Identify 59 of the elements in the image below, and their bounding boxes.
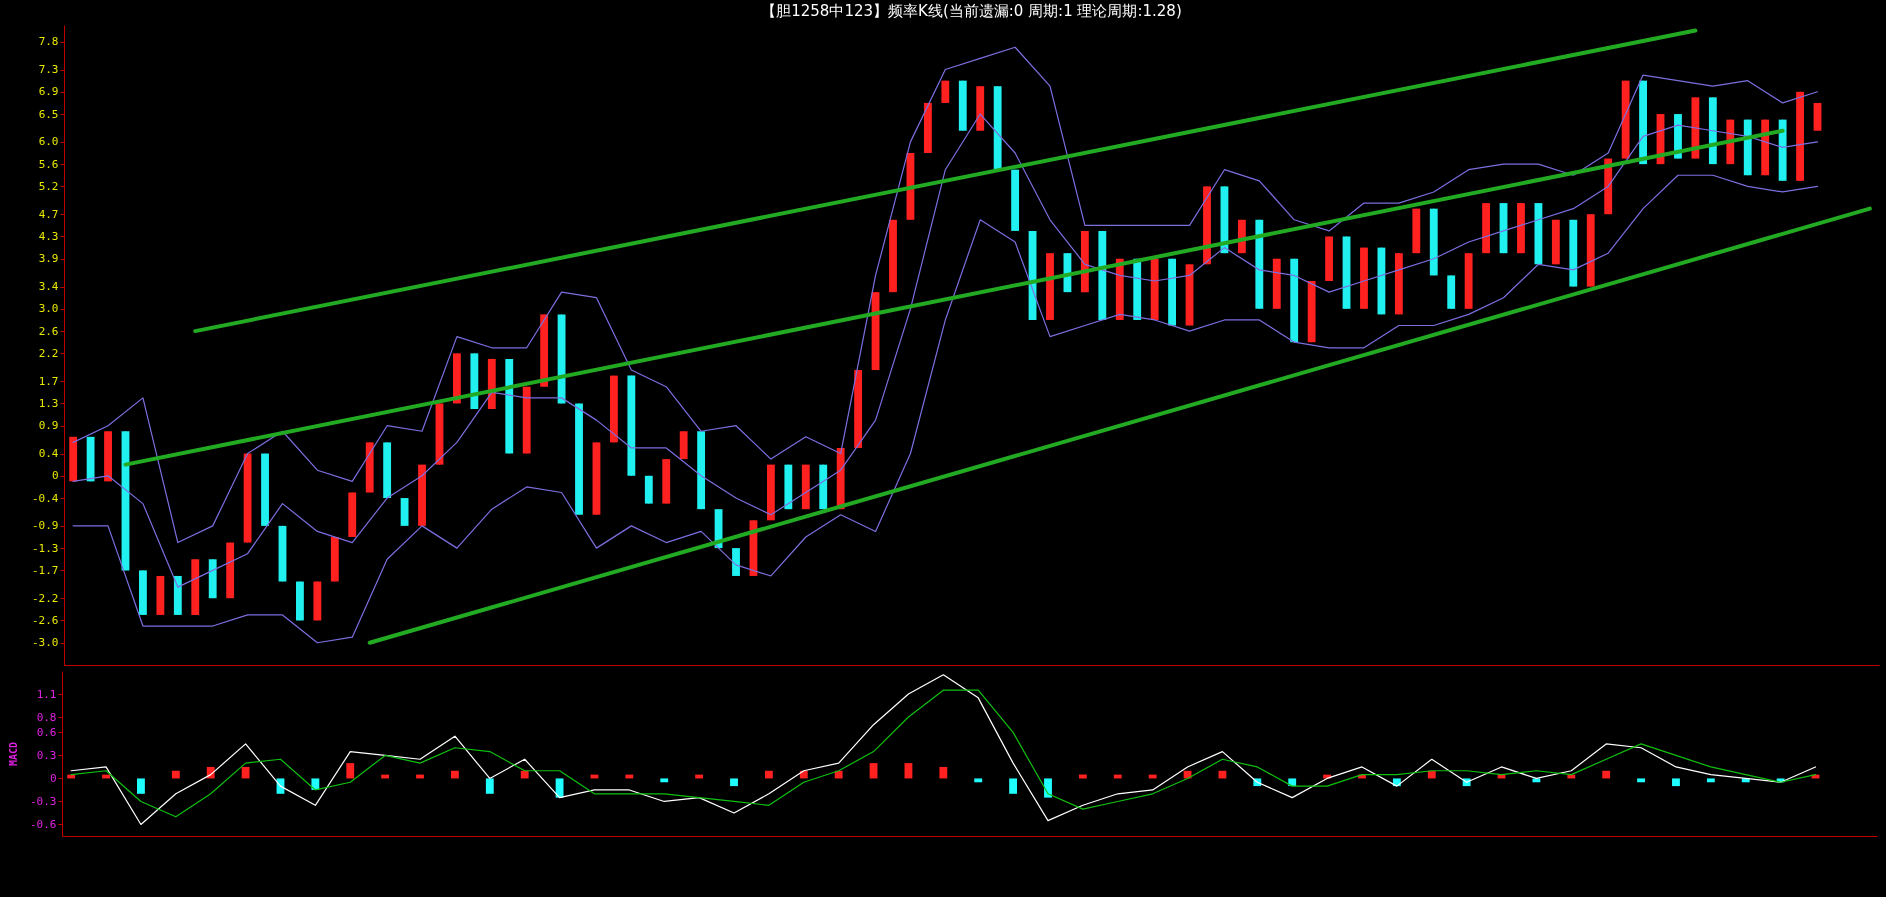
bar	[346, 763, 355, 779]
bar	[1602, 770, 1611, 779]
line-series	[70, 689, 1817, 818]
y-tick-label: 0	[49, 771, 57, 785]
y-tick-label: 6.0	[38, 135, 59, 149]
y-tick-label: -1.3	[32, 541, 59, 555]
bar	[1706, 778, 1715, 783]
y-tick-label: 1.3	[38, 396, 59, 410]
y-tick-label: 1.1	[36, 687, 57, 701]
bar	[939, 766, 948, 779]
bar	[974, 778, 983, 783]
y-tick-label: 6.5	[38, 107, 59, 121]
y-tick-label: 3.0	[38, 302, 59, 316]
chart-title: 【胆1258中123】频率K线(当前遗漏:0 周期:1 理论周期:1.28)	[761, 2, 1182, 20]
y-tick-label: 4.7	[38, 207, 59, 221]
y-tick-label: -0.3	[30, 794, 57, 808]
line-series	[72, 46, 1819, 544]
y-tick-label: -2.6	[32, 613, 59, 627]
y-tick-label: 6.9	[38, 85, 59, 99]
y-tick-label: 0.3	[36, 748, 57, 762]
y-tick-label: -3.0	[32, 636, 59, 650]
bar	[555, 778, 564, 798]
y-tick-label: -1.7	[32, 563, 59, 577]
y-tick-label: 2.2	[38, 346, 59, 360]
y-tick-label: -2.2	[32, 591, 59, 605]
bar	[137, 778, 145, 794]
y-tick-label: 2.6	[38, 324, 59, 338]
y-tick-label: 7.3	[38, 63, 59, 77]
bar	[241, 766, 250, 779]
bar	[1044, 778, 1052, 798]
bar	[660, 778, 669, 783]
y-axis-title: MACD	[7, 741, 19, 767]
y-tick-label: -0.6	[30, 817, 57, 831]
y-tick-label: 5.2	[38, 179, 59, 193]
line-series	[70, 674, 1817, 826]
y-tick-label: 0	[51, 469, 59, 483]
y-tick-label: 0.8	[36, 710, 57, 724]
y-tick-label: 0.9	[38, 419, 59, 433]
bar	[520, 770, 529, 779]
y-tick-label: 1.7	[38, 374, 59, 388]
y-tick-label: 7.8	[38, 35, 59, 49]
y-tick-label: 3.4	[38, 280, 59, 294]
bar	[1637, 778, 1645, 783]
line-series	[72, 174, 1819, 644]
bar	[450, 770, 459, 779]
bar	[485, 778, 494, 794]
bar	[1009, 778, 1018, 794]
y-tick-label: 5.6	[38, 157, 59, 171]
y-tick-label: 0.6	[36, 725, 57, 739]
y-tick-label: 3.9	[38, 252, 59, 266]
bar	[1672, 778, 1680, 787]
y-tick-label: -0.4	[32, 491, 59, 505]
line-series	[72, 113, 1819, 588]
bar	[171, 770, 180, 779]
y-tick-label: 4.3	[38, 229, 59, 243]
bar	[730, 778, 738, 787]
bar	[764, 770, 773, 779]
y-tick-label: 0.4	[38, 447, 59, 461]
y-tick-label: -0.9	[32, 519, 59, 533]
